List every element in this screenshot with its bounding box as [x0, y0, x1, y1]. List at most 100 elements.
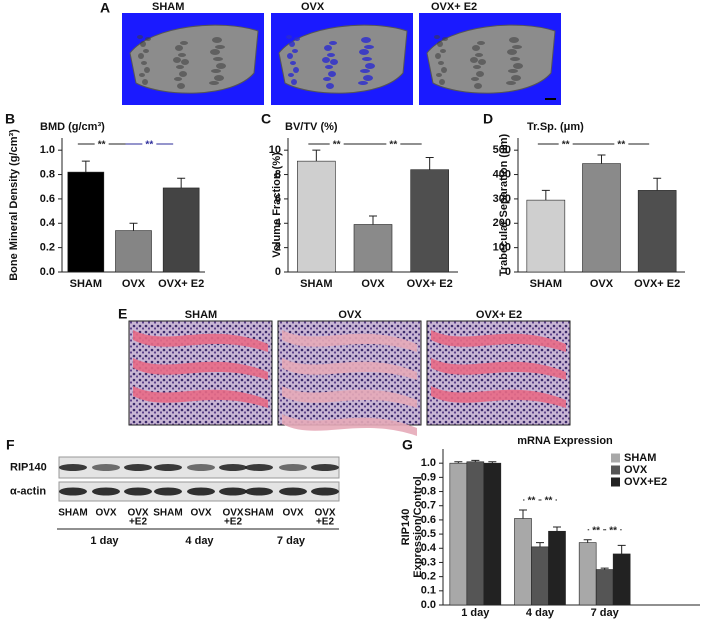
bone-pore	[442, 37, 448, 41]
bone-pore	[177, 83, 185, 89]
bone-pore	[361, 37, 371, 43]
bone-pore	[290, 61, 296, 65]
blot-band	[245, 487, 273, 496]
bone-pore	[287, 53, 293, 59]
significance-mark: **	[98, 140, 106, 151]
y-tick-label: 0.3	[421, 556, 436, 568]
x-tick-label: OVX	[590, 278, 614, 290]
bone-pore	[289, 41, 295, 47]
y-tick-label: 0	[275, 266, 281, 278]
image-caption: SHAM	[185, 309, 217, 321]
y-tick-label: 0.6	[421, 514, 436, 526]
image-caption: OVX+ E2	[431, 1, 477, 13]
blot-band	[219, 464, 247, 471]
x-tick-label: OVX	[122, 278, 146, 290]
y-axis-label: RIP140	[400, 509, 412, 546]
error-bar	[81, 160, 90, 173]
y-tick-label: 400	[493, 168, 511, 180]
bone-pore	[210, 49, 220, 55]
bar	[115, 230, 152, 273]
bone-pore	[213, 57, 223, 61]
bone-pore	[141, 61, 147, 65]
y-tick-label: 300	[493, 193, 511, 205]
bone-pore	[325, 65, 333, 69]
error-bar	[312, 149, 321, 162]
error-bar	[519, 509, 527, 519]
bone-pore	[138, 53, 144, 59]
trabecula	[282, 358, 417, 380]
y-tick-label: 0.2	[421, 571, 436, 583]
bone-pore	[178, 53, 186, 57]
group-label: 1 day	[90, 535, 119, 547]
lane-label: OVX	[95, 508, 116, 519]
bone-pore	[288, 73, 294, 77]
y-axis-label: Bone Mineral Density (g/cm³)	[8, 129, 20, 281]
bone-pore	[441, 67, 447, 73]
y-tick-label: 2	[275, 242, 281, 254]
blot-band	[59, 487, 87, 496]
y-tick-label: 0.9	[421, 471, 436, 483]
bone-pore	[358, 81, 368, 85]
y-tick-label: 0.4	[40, 217, 56, 229]
bar	[162, 187, 200, 273]
blot-band	[245, 464, 273, 471]
bone-pore	[327, 53, 335, 57]
x-tick-label: OVX	[361, 278, 385, 290]
bar	[548, 530, 566, 606]
blot-band	[124, 464, 152, 471]
image-caption: OVX+ E2	[476, 309, 522, 321]
image-caption: OVX	[301, 1, 325, 13]
bar	[449, 462, 468, 606]
y-tick-label: 0.8	[40, 168, 55, 180]
x-tick-label: SHAM	[530, 278, 562, 290]
y-tick-label: 4	[275, 217, 282, 229]
bone-pore	[506, 81, 516, 85]
significance-mark: **	[592, 525, 600, 536]
bone-pore	[470, 57, 478, 63]
error-bar	[653, 177, 662, 191]
trabecula	[431, 386, 566, 408]
y-tick-label: 6	[275, 193, 281, 205]
panel-label: D	[483, 111, 493, 127]
y-tick-label: 0.0	[421, 599, 436, 611]
x-tick-label: SHAM	[300, 278, 332, 290]
error-bar	[553, 526, 561, 532]
bone-pore	[435, 53, 441, 59]
lane-label: +E2	[129, 517, 148, 528]
chart-title: BMD (g/cm³)	[40, 121, 105, 133]
lane-label: +E2	[224, 517, 243, 528]
group-label: 4 day	[185, 535, 214, 547]
bone-pore	[294, 37, 300, 41]
error-bar	[488, 461, 497, 464]
bone-pore	[137, 35, 143, 39]
bar	[578, 542, 597, 606]
bar	[637, 190, 677, 273]
y-tick-label: 0	[505, 266, 511, 278]
bone-pore	[359, 49, 369, 55]
error-bar	[471, 459, 480, 462]
bone-pore	[214, 75, 224, 81]
x-tick-label: 4 day	[526, 607, 555, 619]
bone-pore	[475, 53, 483, 57]
blot-band	[154, 464, 182, 471]
bone-pore	[215, 45, 225, 49]
bone-pore	[472, 45, 480, 51]
bone-pore	[511, 75, 521, 81]
bone-pore	[326, 83, 334, 89]
x-tick-label: OVX+ E2	[158, 278, 204, 290]
blot-band	[92, 487, 120, 496]
y-tick-label: 0.2	[40, 242, 55, 254]
y-tick-label: 500	[493, 144, 511, 156]
significance-mark: **	[333, 140, 341, 151]
blot-band	[59, 464, 87, 471]
bone-pore	[143, 49, 149, 53]
bar	[67, 171, 105, 273]
bone-pore	[362, 57, 372, 61]
error-bar	[583, 539, 592, 543]
legend-swatch	[611, 465, 620, 475]
bar	[483, 462, 502, 606]
chart-title: BV/TV (%)	[285, 121, 338, 133]
bone-pore	[438, 61, 444, 65]
panel-label: F	[6, 437, 15, 453]
blot-band	[311, 487, 339, 496]
